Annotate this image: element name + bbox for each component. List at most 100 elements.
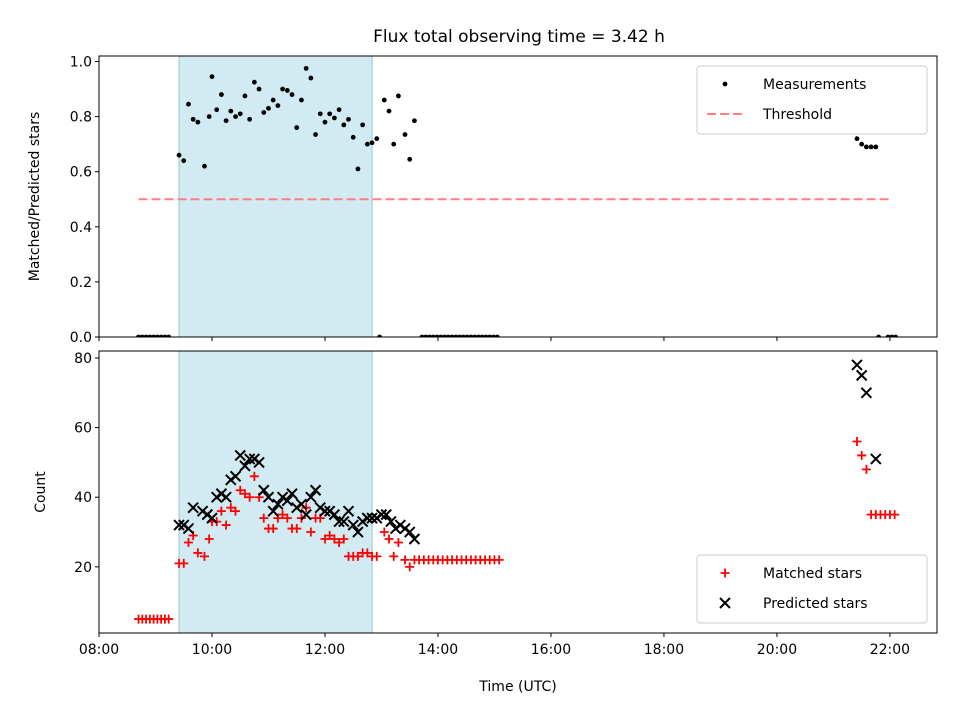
measurement-point <box>494 334 500 337</box>
legend-label: Threshold <box>762 107 832 123</box>
matched-star-point <box>221 520 231 530</box>
measurement-point <box>364 141 370 147</box>
x-axis-label: Time (UTC) <box>478 679 556 695</box>
measurement-point <box>154 334 160 337</box>
matched-star-point <box>282 513 292 523</box>
predicted-star-point <box>366 512 378 524</box>
predicted-star-point <box>347 519 359 531</box>
predicted-star-point <box>286 488 298 500</box>
measurement-point <box>350 134 356 140</box>
matched-star-point <box>379 527 389 537</box>
observing-window-shade <box>178 55 373 338</box>
y-tick-label: 0.6 <box>70 165 92 181</box>
x-tick-label: 10:00 <box>192 642 232 658</box>
matched-star-point <box>362 548 372 558</box>
measurement-point <box>854 136 860 142</box>
matched-star-point <box>216 506 226 516</box>
measurement-point <box>893 334 898 337</box>
predicted-star-point <box>300 508 312 521</box>
predicted-star-point <box>851 359 863 371</box>
matched-star-point <box>179 558 189 568</box>
predicted-star-point <box>258 484 270 496</box>
measurement-point <box>202 163 207 169</box>
legend: Measurements Threshold <box>696 65 928 135</box>
matched-star-point <box>325 531 335 541</box>
predicted-star-point <box>206 512 218 524</box>
predicted-star-point <box>272 498 284 510</box>
measurement-point <box>327 111 333 117</box>
x-tick-label: 18:00 <box>644 642 684 658</box>
matched-star-point <box>183 537 193 547</box>
predicted-star-point <box>361 512 374 524</box>
measurement-point <box>885 334 891 337</box>
predicted-star-point <box>338 515 350 528</box>
predicted-star-point <box>309 484 322 496</box>
measurement-point <box>284 88 290 93</box>
measurement-point <box>360 122 366 128</box>
measurement-point <box>346 116 351 122</box>
y-tick-label: 0.4 <box>70 220 92 236</box>
matched-star-point <box>199 551 209 561</box>
y-tick-label: 80 <box>74 351 92 367</box>
measurement-point <box>396 93 401 99</box>
measurement-point <box>322 119 328 125</box>
measurement-point <box>427 334 432 337</box>
y-tick-label: 1.0 <box>70 55 92 71</box>
measurement-point <box>195 119 201 125</box>
observing-window-shade <box>178 350 373 634</box>
measurement-point <box>251 79 257 85</box>
predicted-star-point <box>267 505 279 517</box>
chart-title: Flux total observing time = 3.42 h <box>373 27 665 47</box>
measurement-point <box>209 74 215 80</box>
measurement-point <box>303 65 309 71</box>
measurement-point <box>483 334 489 337</box>
predicted-star-point <box>281 494 294 507</box>
matched-star-point <box>193 548 203 558</box>
measurement-point <box>270 97 276 103</box>
measurement-point <box>206 114 212 120</box>
measurement-point <box>261 110 267 115</box>
matched-star-point <box>372 551 382 561</box>
measurement-point <box>136 334 141 337</box>
measurement-point <box>423 334 429 337</box>
measurement-point <box>299 97 304 103</box>
measurement-point <box>457 334 463 337</box>
predicted-star-point <box>243 453 256 465</box>
legend-marker-predicted <box>719 597 731 609</box>
measurement-point <box>242 93 248 99</box>
measurement-point <box>294 125 300 131</box>
measurement-point <box>308 75 314 81</box>
matched-star-point <box>268 524 278 534</box>
measurement-point <box>247 116 253 122</box>
measurement-point <box>158 334 164 337</box>
measurement-point <box>479 334 485 337</box>
predicted-star-point <box>385 515 397 528</box>
matched-star-point <box>204 534 214 544</box>
matched-star-point <box>890 510 900 520</box>
measurement-point <box>289 92 295 97</box>
plot-area <box>136 65 898 337</box>
matched-star-point <box>861 464 871 474</box>
measurement-point <box>386 108 392 114</box>
x-tick-label: 22:00 <box>870 642 910 658</box>
predicted-star-point <box>375 508 388 521</box>
matched-star-point <box>400 555 410 565</box>
matched-star-point <box>329 534 339 544</box>
measurement-point <box>317 111 323 117</box>
measurement-point <box>859 141 865 147</box>
predicted-star-point <box>855 369 868 382</box>
matched-star-point <box>857 450 867 460</box>
predicted-star-point <box>295 498 308 510</box>
matched-star-point <box>339 534 349 544</box>
measurement-point <box>280 86 286 92</box>
predicted-star-point <box>319 505 331 517</box>
predicted-star-point <box>187 501 199 514</box>
measurement-point <box>377 334 382 337</box>
predicted-star-point <box>333 515 345 528</box>
measurement-point <box>412 118 417 124</box>
measurement-point <box>472 334 478 337</box>
measurement-point <box>223 118 229 124</box>
predicted-star-point <box>328 508 341 521</box>
panel-bottom: 20 40 60 80 08:00 10:00 12:00 14:00 16:00 18:00 20… <box>33 350 938 695</box>
